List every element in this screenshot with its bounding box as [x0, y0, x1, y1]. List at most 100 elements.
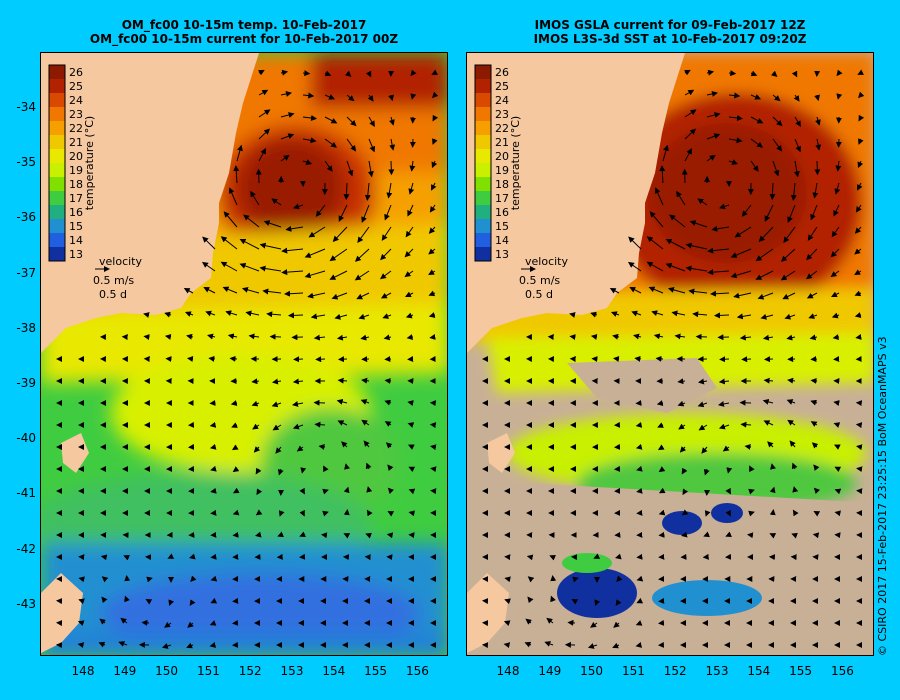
- current-vector: [292, 423, 304, 430]
- current-vector: [405, 312, 414, 319]
- colorbar-tick-label: 13: [69, 248, 83, 261]
- current-vector: [669, 214, 686, 228]
- current-vector: [728, 159, 739, 165]
- current-vector: [546, 617, 554, 624]
- current-vector: [612, 333, 620, 340]
- current-vector: [813, 464, 820, 471]
- current-vector: [834, 488, 842, 495]
- colorbar-swatch: [49, 219, 65, 233]
- colorbar-swatch: [475, 205, 491, 219]
- current-vector: [832, 334, 840, 341]
- current-vector: [405, 226, 414, 238]
- current-vector: [634, 355, 642, 362]
- current-vector: [855, 422, 863, 429]
- current-vector: [231, 444, 239, 451]
- current-vector: [730, 270, 752, 279]
- colorbar-tick-label: 24: [495, 94, 509, 107]
- longitude-tick-label: 156: [830, 664, 854, 678]
- left-legend-title: velocity: [99, 255, 142, 268]
- current-vector: [526, 554, 534, 561]
- current-vector: [354, 248, 370, 262]
- current-vector: [857, 69, 865, 75]
- colorbar-swatch: [475, 149, 491, 163]
- colorbar-swatch: [475, 65, 491, 79]
- current-vector: [324, 160, 333, 172]
- latitude-tick-label: -41: [16, 486, 36, 501]
- current-vector: [794, 138, 802, 153]
- current-vector: [676, 190, 686, 206]
- current-vector: [744, 443, 752, 450]
- current-vector: [831, 226, 840, 238]
- current-vector: [855, 333, 862, 340]
- current-vector: [698, 424, 708, 431]
- current-vector: [698, 378, 708, 385]
- current-vector: [280, 154, 290, 162]
- current-vector: [229, 355, 238, 362]
- current-vector: [769, 486, 776, 494]
- current-vector: [628, 236, 642, 250]
- current-vector: [120, 617, 128, 624]
- current-vector: [346, 138, 357, 152]
- current-vector: [590, 311, 598, 318]
- current-vector: [616, 575, 623, 583]
- current-vector: [360, 399, 370, 405]
- current-vector: [854, 312, 862, 318]
- current-vector: [386, 532, 394, 539]
- current-vector: [787, 377, 796, 384]
- current-vector: [636, 465, 643, 472]
- current-vector: [657, 422, 664, 428]
- longitude-tick-label: 155: [364, 664, 388, 678]
- current-vector: [225, 310, 238, 317]
- current-vector: [692, 311, 708, 318]
- colorbar-swatch: [475, 163, 491, 177]
- current-vector: [338, 204, 348, 222]
- current-vector: [635, 641, 643, 648]
- current-vector: [685, 242, 708, 250]
- current-vector: [703, 468, 710, 476]
- current-vector: [762, 334, 774, 341]
- latitude-tick-label: -42: [16, 541, 36, 556]
- current-vector: [658, 487, 666, 494]
- current-vector: [783, 226, 796, 244]
- current-vector: [789, 440, 796, 448]
- current-vector: [787, 419, 796, 426]
- colorbar-tick-label: 17: [495, 192, 509, 205]
- current-vector: [684, 109, 697, 118]
- current-vector: [786, 399, 796, 405]
- current-vector: [253, 446, 261, 453]
- current-vector: [810, 377, 818, 384]
- current-vector: [748, 510, 755, 517]
- current-vector: [681, 531, 688, 538]
- current-vector: [429, 422, 437, 429]
- current-vector: [769, 182, 776, 201]
- left-map-panel: 26 25 24 23 22 21 20 19 18 17 16 15 14 13 temperature …: [40, 52, 448, 656]
- current-vector: [145, 599, 153, 605]
- current-vector: [209, 620, 217, 626]
- current-vector: [854, 226, 862, 234]
- current-vector: [629, 287, 642, 294]
- longitude-tick-label: 150: [580, 664, 604, 678]
- current-vector: [360, 334, 370, 341]
- current-vector: [239, 263, 260, 272]
- current-vector: [329, 248, 348, 262]
- current-vector: [184, 311, 194, 317]
- current-vector: [646, 236, 664, 250]
- colorbar-swatch: [49, 149, 65, 163]
- current-vector: [762, 398, 774, 405]
- current-vector: [258, 128, 271, 140]
- current-vector: [358, 313, 370, 320]
- latitude-tick-label: -43: [16, 596, 36, 611]
- current-vector: [430, 444, 437, 451]
- colorbar-tick-label: 24: [69, 94, 83, 107]
- current-vector: [806, 248, 818, 261]
- current-vector: [701, 446, 708, 454]
- colorbar-swatch: [475, 219, 491, 233]
- current-vector: [750, 160, 759, 172]
- current-vector: [772, 116, 783, 127]
- current-vector: [689, 220, 708, 228]
- current-vector: [813, 511, 821, 517]
- current-vector: [343, 486, 350, 494]
- current-vector: [314, 421, 326, 428]
- current-vector: [830, 248, 840, 258]
- current-vector: [722, 445, 730, 452]
